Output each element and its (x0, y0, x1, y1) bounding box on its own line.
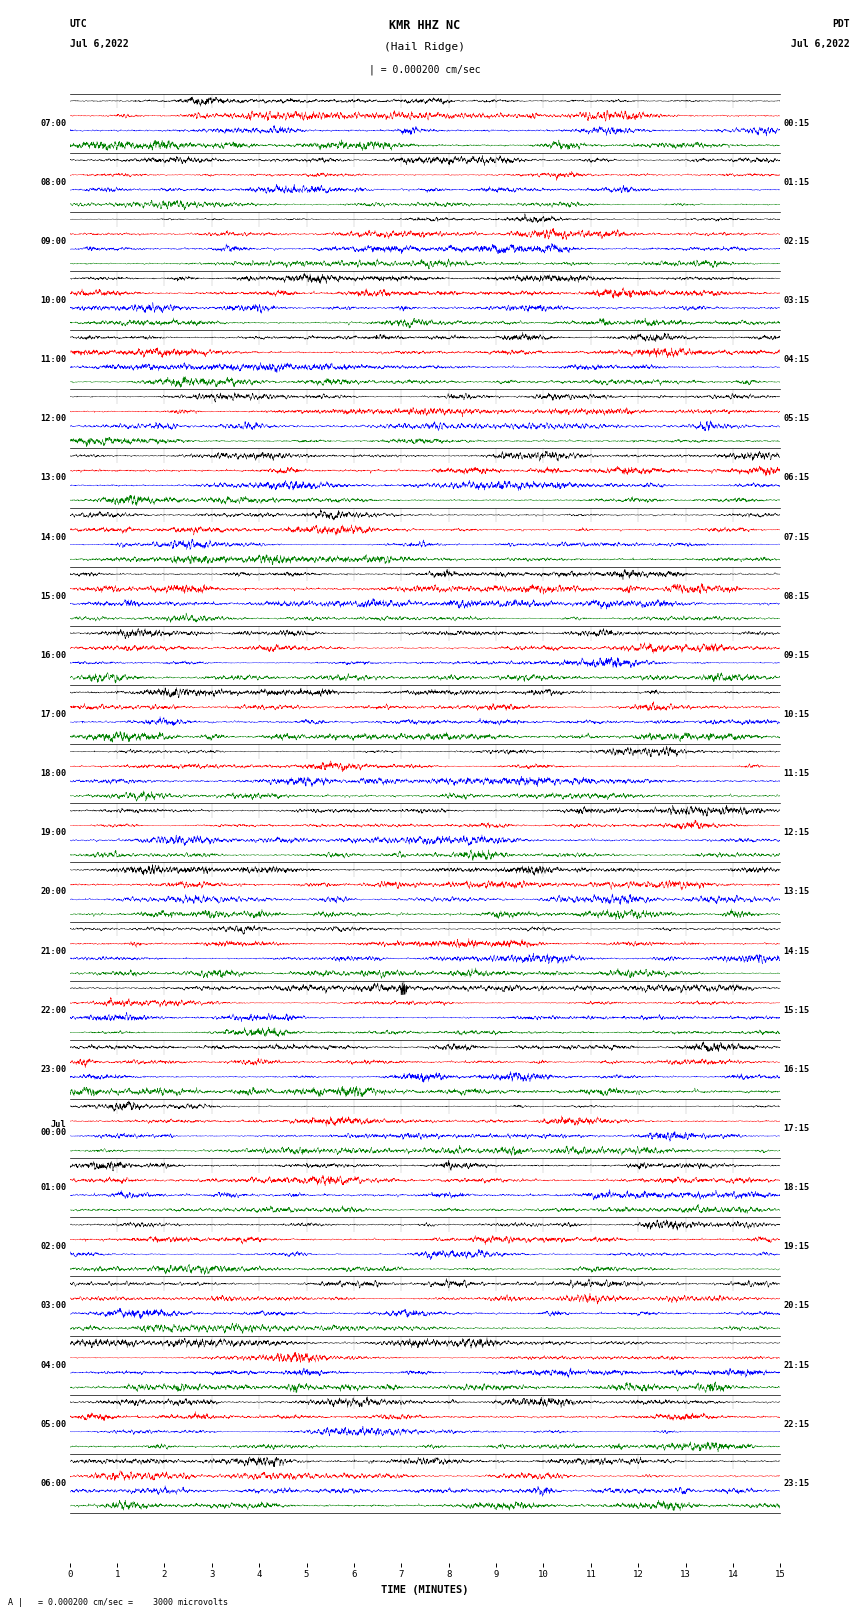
Text: 00:15: 00:15 (784, 119, 810, 127)
Text: PDT: PDT (832, 19, 850, 29)
Text: 02:15: 02:15 (784, 237, 810, 245)
Text: 23:15: 23:15 (784, 1479, 810, 1487)
Text: 14:00: 14:00 (40, 532, 66, 542)
Text: 21:00: 21:00 (40, 947, 66, 955)
Text: 22:00: 22:00 (40, 1007, 66, 1015)
Text: 14:15: 14:15 (784, 947, 810, 955)
Text: 03:00: 03:00 (40, 1302, 66, 1310)
Text: 17:00: 17:00 (40, 710, 66, 719)
Text: 13:15: 13:15 (784, 887, 810, 897)
Text: 15:00: 15:00 (40, 592, 66, 600)
Text: 23:00: 23:00 (40, 1065, 66, 1074)
Text: 04:15: 04:15 (784, 355, 810, 365)
Text: 01:00: 01:00 (40, 1184, 66, 1192)
Text: 05:15: 05:15 (784, 415, 810, 423)
Text: 11:00: 11:00 (40, 355, 66, 365)
Text: 06:15: 06:15 (784, 474, 810, 482)
Text: 22:15: 22:15 (784, 1419, 810, 1429)
Text: 09:15: 09:15 (784, 652, 810, 660)
Text: 10:00: 10:00 (40, 297, 66, 305)
Text: 07:15: 07:15 (784, 532, 810, 542)
Text: 04:00: 04:00 (40, 1361, 66, 1369)
Text: 08:00: 08:00 (40, 177, 66, 187)
Text: 06:00: 06:00 (40, 1479, 66, 1487)
Text: 18:00: 18:00 (40, 769, 66, 777)
Text: 12:15: 12:15 (784, 829, 810, 837)
Text: 10:15: 10:15 (784, 710, 810, 719)
Text: 17:15: 17:15 (784, 1124, 810, 1132)
Text: 01:15: 01:15 (784, 177, 810, 187)
Text: | = 0.000200 cm/sec: | = 0.000200 cm/sec (369, 65, 481, 76)
Text: 02:00: 02:00 (40, 1242, 66, 1252)
Text: 09:00: 09:00 (40, 237, 66, 245)
Text: Jul: Jul (50, 1119, 66, 1129)
Text: 11:15: 11:15 (784, 769, 810, 777)
Text: 18:15: 18:15 (784, 1184, 810, 1192)
Text: KMR HHZ NC: KMR HHZ NC (389, 19, 461, 32)
Text: 03:15: 03:15 (784, 297, 810, 305)
Text: 16:00: 16:00 (40, 652, 66, 660)
Text: 21:15: 21:15 (784, 1361, 810, 1369)
Text: 19:15: 19:15 (784, 1242, 810, 1252)
Text: (Hail Ridge): (Hail Ridge) (384, 42, 466, 52)
Text: 05:00: 05:00 (40, 1419, 66, 1429)
Text: 12:00: 12:00 (40, 415, 66, 423)
Text: UTC: UTC (70, 19, 88, 29)
Text: Jul 6,2022: Jul 6,2022 (791, 39, 850, 48)
Text: 20:15: 20:15 (784, 1302, 810, 1310)
Text: A |   = 0.000200 cm/sec =    3000 microvolts: A | = 0.000200 cm/sec = 3000 microvolts (8, 1597, 229, 1607)
Text: 15:15: 15:15 (784, 1007, 810, 1015)
Text: 13:00: 13:00 (40, 474, 66, 482)
Text: 08:15: 08:15 (784, 592, 810, 600)
Text: 19:00: 19:00 (40, 829, 66, 837)
Text: 07:00: 07:00 (40, 119, 66, 127)
Text: TIME (MINUTES): TIME (MINUTES) (382, 1586, 468, 1595)
Text: Jul 6,2022: Jul 6,2022 (70, 39, 128, 48)
Text: 20:00: 20:00 (40, 887, 66, 897)
Text: 16:15: 16:15 (784, 1065, 810, 1074)
Text: 00:00: 00:00 (40, 1129, 66, 1137)
